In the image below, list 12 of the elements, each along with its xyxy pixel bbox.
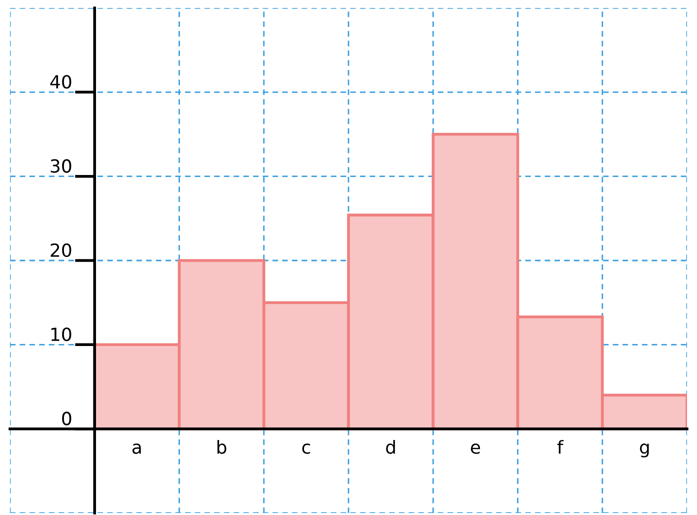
y-tick-label: 0 — [62, 412, 72, 426]
y-tick-label: 20 — [50, 243, 72, 257]
y-tick-label: 10 — [51, 328, 72, 342]
y-tick-label: 30 — [50, 159, 72, 173]
x-tick-label: b — [217, 440, 226, 454]
x-tick-label: g — [640, 444, 649, 458]
y-tick-label: 40 — [50, 75, 72, 89]
x-tick-label: f — [557, 440, 564, 454]
x-tick-label: a — [132, 444, 141, 454]
x-tick-label: d — [386, 440, 395, 454]
x-tick-label: c — [302, 444, 310, 454]
x-tick-label: e — [470, 444, 480, 454]
